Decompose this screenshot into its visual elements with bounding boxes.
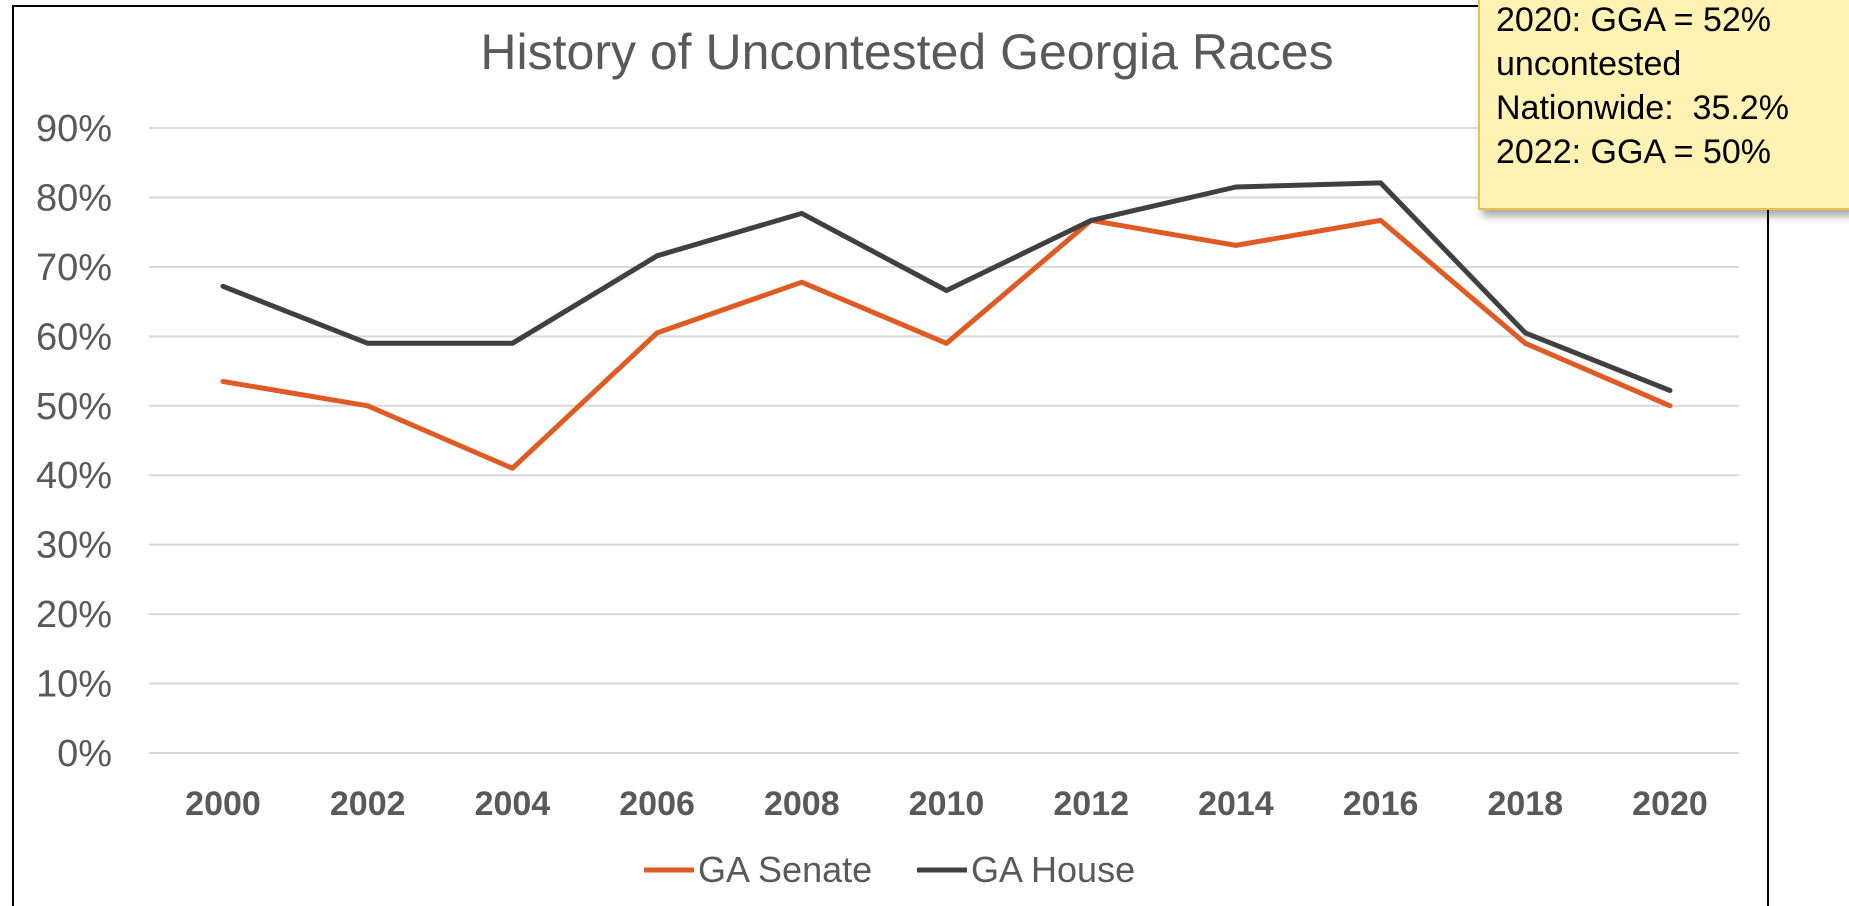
y-tick-label: 20% bbox=[36, 594, 112, 636]
x-tick-label: 2018 bbox=[1487, 785, 1563, 823]
gridlines bbox=[149, 127, 1739, 754]
x-tick-label: 2012 bbox=[1053, 785, 1129, 823]
y-tick-label: 40% bbox=[36, 455, 112, 497]
y-tick-label: 10% bbox=[36, 664, 112, 706]
series-lines bbox=[220, 180, 1673, 471]
x-axis-ticks: 2000 2002 2004 2006 2008 2010 2012 2014 2016 2018… bbox=[185, 785, 1708, 823]
y-axis-ticks: 0% 10% 20% 30% 40% 50% 60% 70% 80% 90% bbox=[36, 108, 112, 775]
y-tick-label: 70% bbox=[36, 247, 112, 289]
callout-line: 2022: GGA = 50% bbox=[1496, 133, 1772, 171]
y-tick-label: 0% bbox=[57, 733, 112, 775]
legend-entry: GA House bbox=[917, 849, 1135, 890]
annotation-callout: 2020: GGA = 52% uncontested Nationwide: … bbox=[1478, 0, 1849, 210]
x-tick-label: 2014 bbox=[1198, 785, 1274, 823]
series-line-ga-house bbox=[220, 180, 1673, 393]
x-tick-label: 2020 bbox=[1632, 785, 1708, 823]
legend: GA Senate GA House bbox=[644, 849, 1135, 890]
x-tick-label: 2006 bbox=[619, 785, 695, 823]
y-tick-label: 80% bbox=[36, 177, 112, 219]
chart-title: History of Uncontested Georgia Races bbox=[480, 24, 1333, 80]
legend-label: GA House bbox=[971, 849, 1135, 890]
x-tick-label: 2008 bbox=[764, 785, 840, 823]
x-tick-label: 2010 bbox=[909, 785, 985, 823]
y-tick-label: 90% bbox=[36, 108, 112, 150]
legend-label: GA Senate bbox=[698, 849, 872, 890]
x-tick-label: 2000 bbox=[185, 785, 261, 823]
chart-frame: History of Uncontested Georgia Races 0% 1… bbox=[12, 5, 1769, 906]
callout-line: 2020: GGA = 52% bbox=[1496, 1, 1772, 39]
callout-line: Nationwide: 35.2% bbox=[1496, 89, 1789, 127]
y-tick-label: 60% bbox=[36, 316, 112, 358]
legend-entry: GA Senate bbox=[644, 849, 872, 890]
y-tick-label: 50% bbox=[36, 386, 112, 428]
y-tick-label: 30% bbox=[36, 525, 112, 567]
x-tick-label: 2004 bbox=[475, 785, 551, 823]
x-tick-label: 2002 bbox=[330, 785, 406, 823]
x-tick-label: 2016 bbox=[1343, 785, 1419, 823]
line-chart: History of Uncontested Georgia Races 0% 1… bbox=[36, 24, 1739, 890]
callout-line: uncontested bbox=[1496, 45, 1682, 83]
